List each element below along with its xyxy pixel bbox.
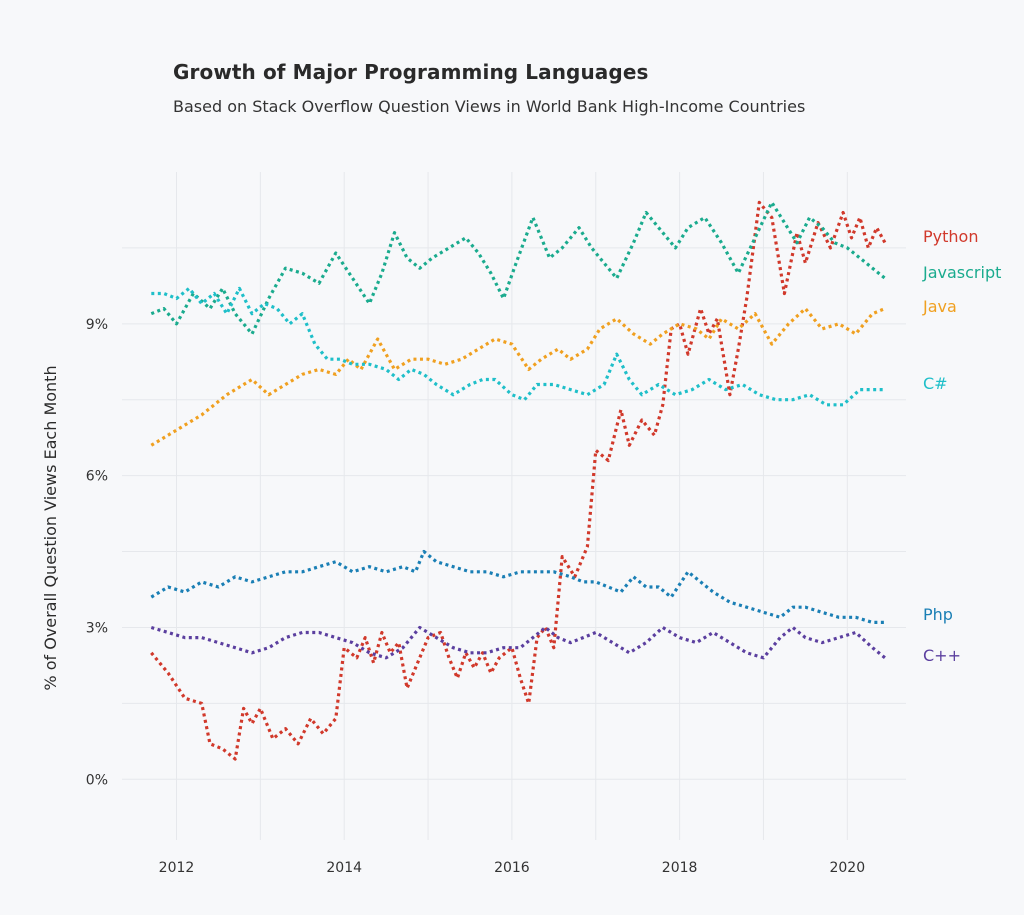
x-tick-label: 2014 bbox=[326, 860, 362, 876]
series-label: C++ bbox=[923, 646, 961, 665]
series-line-php bbox=[150, 549, 885, 624]
series-line-c- bbox=[150, 625, 887, 660]
series-line-python bbox=[150, 200, 887, 761]
series-label: Java bbox=[922, 297, 957, 316]
series-line-c- bbox=[151, 286, 885, 407]
series-line-javascript bbox=[150, 200, 887, 336]
chart-subtitle: Based on Stack Overflow Question Views i… bbox=[173, 97, 806, 116]
y-tick-label: 9% bbox=[86, 317, 108, 333]
x-tick-label: 2020 bbox=[829, 860, 865, 876]
series-label: Python bbox=[923, 227, 978, 246]
labels: 2012 2014 2016 2018 2020 0% 3% 6% 9% % of Overall… bbox=[41, 227, 1001, 876]
grid bbox=[122, 172, 906, 840]
series-lines bbox=[150, 200, 887, 761]
series-line-java bbox=[150, 307, 886, 447]
series-label: C# bbox=[923, 374, 948, 393]
x-tick-label: 2012 bbox=[159, 860, 195, 876]
chart-title: Growth of Major Programming Languages bbox=[173, 60, 649, 84]
y-tick-label: 0% bbox=[86, 772, 108, 788]
series-label: Php bbox=[923, 605, 953, 624]
y-tick-label: 3% bbox=[86, 620, 108, 636]
series-label: Javascript bbox=[922, 263, 1001, 282]
x-tick-label: 2018 bbox=[662, 860, 698, 876]
x-tick-label: 2016 bbox=[494, 860, 530, 876]
y-axis-title: % of Overall Question Views Each Month bbox=[41, 365, 60, 690]
y-tick-label: 6% bbox=[86, 469, 108, 485]
